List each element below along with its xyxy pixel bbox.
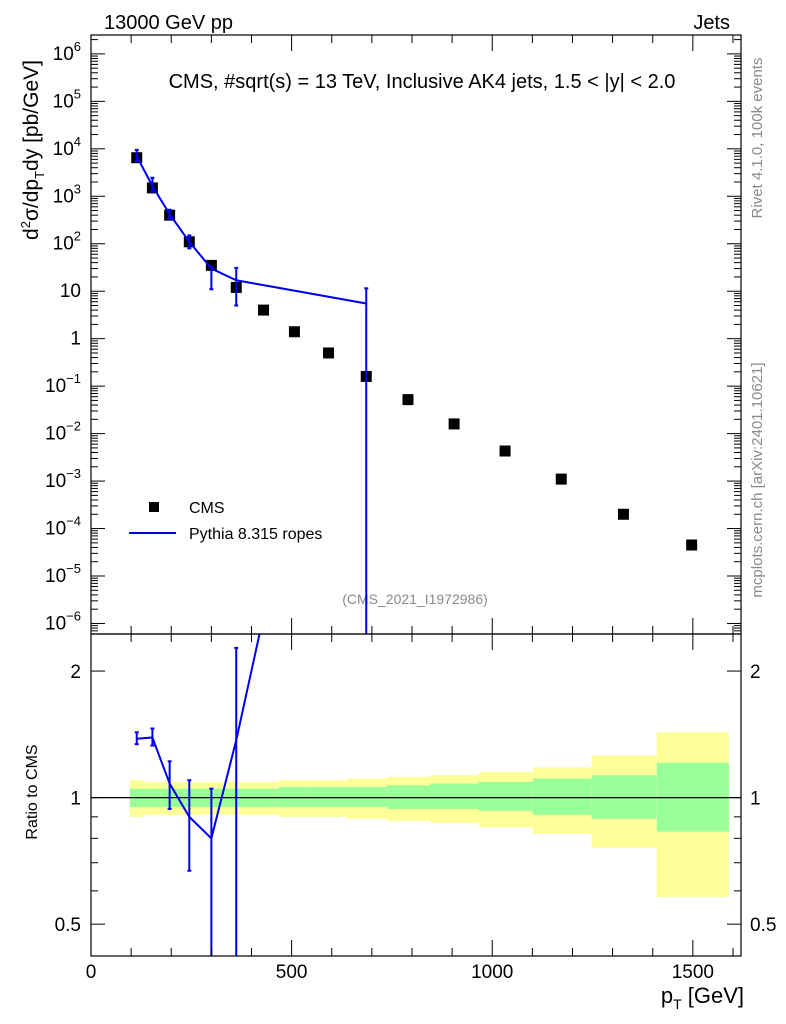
band-inner (478, 781, 533, 811)
main-y-axis-label: d2σ/dpTdy [pb/GeV] (18, 60, 47, 240)
y-tick-label: 10−1 (45, 371, 81, 397)
y-tick-label: 106 (53, 39, 81, 65)
y-tick-label: 105 (53, 86, 81, 112)
y-tick-label: 10 (60, 281, 81, 302)
legend-label-pythia: Pythia 8.315 ropes (189, 526, 322, 543)
ratio-uncertainty-bands (129, 732, 729, 898)
legend-marker-cms (149, 502, 159, 512)
y-tick-label: 10−6 (45, 608, 81, 634)
legend: CMS Pythia 8.315 ropes (129, 500, 322, 543)
cms-data-point (617, 508, 629, 520)
y-tick-label: 10−2 (45, 419, 81, 445)
plot-title: CMS, #sqrt(s) = 13 TeV, Inclusive AK4 je… (169, 71, 676, 93)
cms-data-point (448, 418, 460, 430)
y-tick-label: 1 (70, 329, 81, 350)
ratio-y-tick-label: 1 (70, 789, 81, 810)
y-tick-label: 10−5 (45, 561, 81, 587)
ratio-y-tick-label-right: 1 (750, 789, 761, 810)
legend-label-cms: CMS (189, 500, 225, 517)
y-tick-label: 10−3 (45, 466, 81, 492)
pythia-line (135, 155, 367, 305)
header-process: 13000 GeV pp (104, 12, 233, 34)
ratio-y-tick-label: 2 (70, 662, 81, 683)
cms-data-point (555, 473, 567, 485)
rivet-version-label: Rivet 4.1.0, 100k events (749, 58, 766, 219)
band-inner (430, 783, 479, 809)
ratio-y-axis-label: Ratio to CMS (24, 744, 41, 839)
ratio-y-tick-label: 0.5 (55, 915, 81, 936)
x-tick-label: 1000 (471, 962, 513, 983)
y-tick-label: 10−4 (45, 514, 81, 540)
cms-data-point (686, 539, 698, 551)
x-tick-label: 1500 (672, 962, 714, 983)
y-tick-label: 103 (53, 181, 81, 207)
mcplots-source-label: mcplots.cern.ch [arXiv:2401.10621] (749, 362, 766, 597)
band-inner (310, 786, 347, 807)
x-tick-label: 0 (86, 962, 97, 983)
x-tick-label: 500 (276, 962, 308, 983)
data-layer (131, 148, 698, 956)
cms-data-point (499, 445, 511, 457)
cms-data-point (402, 394, 414, 406)
analysis-watermark: (CMS_2021_I1972986) (342, 591, 488, 607)
cms-data-point (205, 259, 217, 271)
band-inner (278, 786, 311, 807)
band-inner (346, 786, 387, 807)
cms-data-point (258, 304, 270, 316)
y-tick-label: 104 (53, 134, 81, 160)
ratio-y-tick-label-right: 2 (750, 662, 761, 683)
cms-data-point (288, 326, 300, 338)
x-axis-label: pT [GeV] (661, 983, 744, 1012)
axes-frames: 10610510410310210110−110−210−310−410−510… (45, 34, 776, 983)
band-inner (532, 778, 592, 815)
cms-data-point (323, 347, 335, 359)
header-category: Jets (693, 12, 730, 34)
ratio-y-tick-label-right: 0.5 (750, 915, 776, 936)
ratio-frame (90, 633, 742, 957)
main-frame (90, 34, 742, 635)
y-tick-label: 102 (53, 229, 81, 255)
